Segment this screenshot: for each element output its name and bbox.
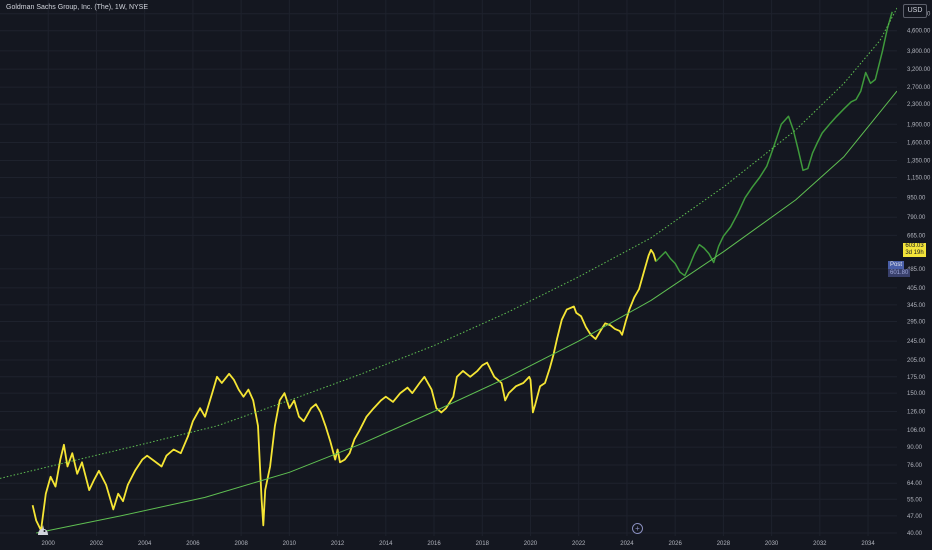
x-tick-label: 2016 [427,541,441,547]
x-tick-label: 2028 [717,541,731,547]
y-tick-label: 3,800.00 [907,49,931,55]
series-projection [655,11,893,277]
x-tick-label: 2004 [138,541,152,547]
x-tick-label: 2002 [90,541,104,547]
y-tick-label: 790.00 [907,215,926,221]
last-price-value: 603.03 [905,243,924,249]
symbol-title: Goldman Sachs Group, Inc. (The), 1W, NYS… [6,4,148,11]
bar-countdown: 3d 19h [905,250,924,256]
y-tick-label: 665.00 [907,233,926,239]
series-historical [31,249,657,532]
y-tick-label: 3,200.00 [907,67,931,73]
y-tick-label: 295.00 [907,319,926,325]
post-market-value: 601.80 [888,269,911,277]
tradingview-logo-icon[interactable] [36,523,50,535]
time-axis: 2000 2002 2004 2006 2008 2010 2012 2014 2016 2018… [0,536,897,550]
y-tick-label: 1,150.00 [907,175,931,181]
x-tick-label: 2020 [524,541,538,547]
y-tick-label: 150.00 [907,391,926,397]
y-tick-label: 4,600.00 [907,29,931,35]
x-tick-label: 2000 [42,541,56,547]
x-tick-label: 2008 [234,541,248,547]
y-tick-label: 485.00 [907,267,926,273]
x-tick-label: 2014 [379,541,393,547]
x-tick-label: 2010 [283,541,297,547]
x-tick-label: 2034 [861,541,875,547]
y-tick-label: 1,900.00 [907,122,931,128]
time-axis-panel [0,536,897,550]
x-tick-label: 2022 [572,541,586,547]
plus-circle-icon[interactable]: + [632,523,643,534]
post-market-tag: Post601.80 [888,261,926,277]
y-tick-label: 40.00 [907,531,923,537]
chart-series [0,7,898,534]
x-tick-label: 2018 [476,541,490,547]
y-tick-label: 950.00 [907,196,926,202]
x-tick-label: 2012 [331,541,345,547]
y-tick-label: 1,600.00 [907,140,931,146]
last-price-tag: 603.03 3d 19h [903,243,926,257]
y-tick-label: 55.00 [907,497,923,503]
y-tick-label: 64.00 [907,481,923,487]
post-market-label: Post [888,261,905,269]
y-tick-label: 106.00 [907,428,926,434]
y-tick-label: 1,350.00 [907,158,931,164]
y-tick-label: 76.00 [907,463,923,469]
y-tick-label: 2,700.00 [907,85,931,91]
y-tick-label: 345.00 [907,303,926,309]
y-tick-label: 405.00 [907,286,926,292]
y-tick-label: 2,300.00 [907,102,931,108]
y-tick-label: 245.00 [907,339,926,345]
series-channel-lower [36,90,898,534]
x-tick-label: 2006 [186,541,200,547]
x-tick-label: 2032 [813,541,827,547]
y-tick-label: 205.00 [907,358,926,364]
currency-selector[interactable]: USD [903,4,927,18]
chart-grid [0,0,897,536]
x-tick-label: 2026 [668,541,682,547]
series-channel-upper [0,7,898,479]
y-tick-label: 90.00 [907,445,923,451]
x-tick-label: 2030 [765,541,779,547]
y-tick-label: 175.00 [907,375,926,381]
y-tick-label: 126.00 [907,410,926,416]
y-tick-label: 47.00 [907,514,923,520]
x-tick-label: 2024 [620,541,634,547]
